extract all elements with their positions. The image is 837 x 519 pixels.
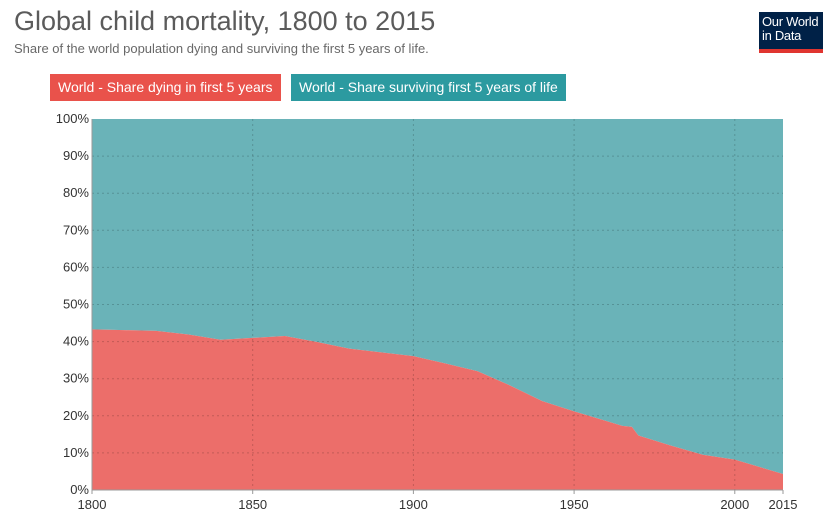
- y-tick-label: 100%: [56, 111, 90, 126]
- x-tick-label: 1850: [238, 497, 267, 512]
- axes: [91, 119, 784, 494]
- area-surviving[interactable]: [92, 119, 783, 475]
- y-tick-label: 20%: [63, 408, 89, 423]
- y-tick-label: 50%: [63, 297, 89, 312]
- y-tick-label: 0%: [70, 482, 89, 497]
- x-tick-label: 1800: [78, 497, 107, 512]
- chart-subtitle: Share of the world population dying and …: [14, 41, 429, 56]
- chart-title: Global child mortality, 1800 to 2015: [14, 6, 436, 36]
- x-tick-label: 2000: [720, 497, 749, 512]
- y-tick-label: 30%: [63, 371, 89, 386]
- gridlines: [92, 119, 783, 490]
- logo-line-1: Our World: [762, 14, 819, 29]
- y-axis-labels: 0% 10% 20% 30% 40% 50% 60% 70% 80% 90% 100%: [56, 111, 90, 497]
- y-tick-label: 40%: [63, 334, 89, 349]
- y-tick-label: 10%: [63, 445, 89, 460]
- x-tick-label: 2015: [769, 497, 798, 512]
- owid-logo[interactable]: Our World in Data: [759, 12, 823, 53]
- legend-item-surviving[interactable]: World - Share surviving first 5 years of…: [291, 74, 566, 101]
- y-tick-label: 90%: [63, 148, 89, 163]
- area-dying[interactable]: [92, 329, 783, 490]
- legend-item-dying[interactable]: World - Share dying in first 5 years: [50, 74, 281, 101]
- logo-line-2: in Data: [762, 28, 802, 43]
- x-tick-label: 1900: [399, 497, 428, 512]
- y-tick-label: 60%: [63, 259, 89, 274]
- y-tick-label: 70%: [63, 222, 89, 237]
- x-axis-labels: 1800 1850 1900 1950 2000 2015: [78, 497, 798, 512]
- y-tick-label: 80%: [63, 185, 89, 200]
- x-tick-label: 1950: [560, 497, 589, 512]
- series-areas: [92, 119, 783, 490]
